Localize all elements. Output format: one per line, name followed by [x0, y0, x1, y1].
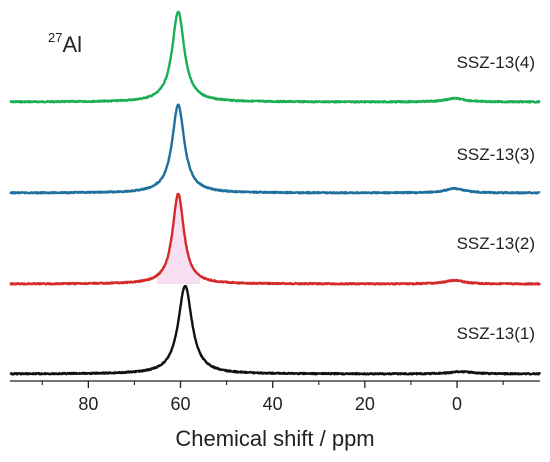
x-axis-title: Chemical shift / ppm [175, 426, 374, 451]
x-axis-ticks: 80 60 40 20 0 [42, 381, 503, 414]
x-tick-label-60: 60 [171, 394, 191, 414]
series-label-ssz-13-1: SSZ-13(1) [457, 324, 535, 343]
x-tick-label-40: 40 [263, 394, 283, 414]
x-tick-label-0: 0 [452, 394, 462, 414]
nucleus-label: 27Al [48, 30, 82, 57]
nucleus-element: Al [62, 32, 82, 57]
series-label-ssz-13-2: SSZ-13(2) [457, 234, 535, 253]
series-label-ssz-13-3: SSZ-13(3) [457, 145, 535, 164]
series-label-ssz-13-4: SSZ-13(4) [457, 53, 535, 72]
nucleus-mass-number: 27 [48, 30, 62, 45]
x-tick-label-80: 80 [78, 394, 98, 414]
series-labels: SSZ-13(4) SSZ-13(3) SSZ-13(2) SSZ-13(1) [457, 53, 535, 343]
x-tick-label-20: 20 [355, 394, 375, 414]
